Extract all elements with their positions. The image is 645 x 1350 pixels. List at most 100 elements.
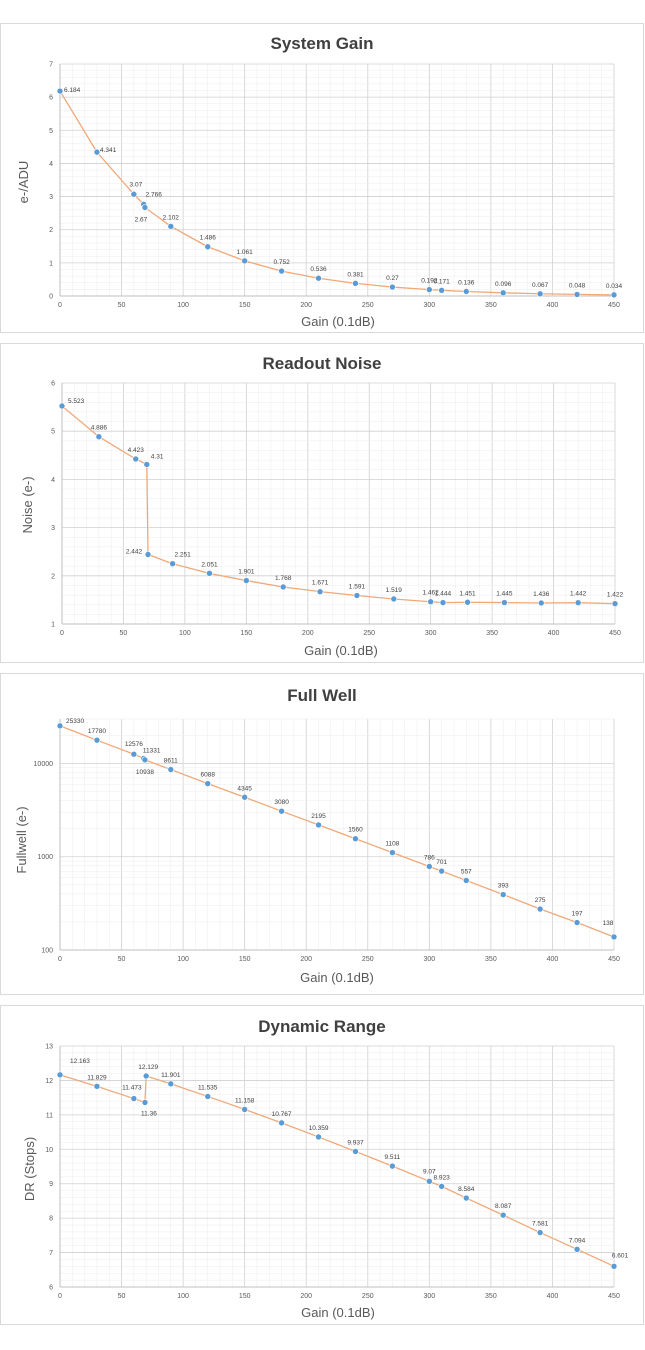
x-tick-label: 100 (179, 630, 191, 637)
data-point (536, 905, 544, 913)
x-tick-label: 50 (118, 956, 126, 963)
data-point (462, 1194, 470, 1202)
data-point (204, 780, 212, 787)
data-point (204, 1093, 212, 1100)
y-tick-label: 3 (51, 525, 55, 532)
x-tick-label: 400 (547, 302, 559, 309)
data-point (390, 595, 398, 603)
data-point (426, 1178, 433, 1185)
y-tick-label: 13 (45, 1044, 53, 1051)
data-point (141, 204, 149, 211)
data-point (573, 291, 581, 298)
chart-system-gain: System Gain Gain (0.1dB) e-/ADU 0 50 100 15… (16, 34, 623, 329)
data-label: 11331 (143, 747, 161, 754)
data-label: 10.767 (272, 1111, 292, 1118)
y-tick-label: 4 (51, 477, 55, 484)
data-label: 7.094 (569, 1237, 586, 1244)
data-label: 1.445 (496, 591, 513, 598)
data-point (315, 821, 322, 829)
plot-area (62, 383, 615, 624)
x-axis-label: Gain (0.1dB) (300, 970, 374, 985)
data-point (141, 1099, 149, 1106)
data-label: 6.601 (612, 1252, 629, 1259)
data-label: 8.584 (458, 1186, 475, 1193)
data-label: 8611 (164, 758, 178, 765)
data-label: 197 (572, 911, 583, 918)
plot-area (60, 719, 614, 950)
data-point (279, 583, 287, 591)
x-axis-label: Gain (0.1dB) (301, 1305, 375, 1320)
x-tick-label: 0 (58, 956, 62, 963)
y-tick-label: 6 (49, 1285, 53, 1292)
x-tick-label: 0 (58, 1293, 62, 1300)
data-point (610, 933, 618, 941)
chart-panel-system-gain: System Gain Gain (0.1dB) e-/ADU 0 50 100 15… (0, 23, 644, 333)
data-label: 2.251 (174, 552, 191, 559)
x-tick-label: 250 (363, 630, 375, 637)
y-axis-label: e-/ADU (16, 161, 31, 204)
y-tick-label: 1000 (37, 854, 53, 861)
data-point (464, 598, 471, 606)
data-label: 0.381 (347, 271, 364, 278)
y-tick-label: 0 (49, 294, 53, 301)
data-point (537, 599, 545, 607)
y-tick-label: 1 (51, 622, 55, 629)
chart-title: System Gain (271, 34, 374, 53)
x-tick-label: 150 (239, 956, 251, 963)
data-point (167, 1080, 175, 1088)
data-point (144, 551, 152, 558)
x-tick-label: 200 (300, 1293, 312, 1300)
y-tick-label: 2 (49, 227, 53, 234)
y-tick-label: 3 (49, 194, 53, 201)
data-point (389, 849, 396, 856)
data-label: 1.768 (275, 575, 292, 582)
data-point (206, 570, 213, 577)
plot-area (60, 1046, 614, 1287)
data-point (167, 766, 175, 773)
data-label: 1.422 (607, 592, 624, 599)
data-label: 9.511 (385, 1154, 401, 1161)
data-label: 3080 (274, 799, 289, 806)
data-point (130, 190, 138, 198)
data-point (389, 1162, 396, 1170)
chart-panel-readout-noise: Readout Noise Gain (0.1dB) Noise (e-) 0 5… (0, 343, 644, 663)
data-label: 1.436 (533, 591, 550, 598)
data-point (426, 863, 433, 870)
data-label: 1.901 (238, 569, 255, 576)
y-tick-label: 5 (51, 429, 55, 436)
chart-panel-dynamic-range: Dynamic Range Gain (0.1dB) DR (Stops) 0 5… (0, 1005, 644, 1325)
data-label: 0.034 (606, 283, 623, 290)
y-tick-label: 6 (51, 381, 55, 388)
y-axis-label: DR (Stops) (22, 1137, 37, 1201)
data-point (95, 433, 103, 440)
data-label: 1.519 (386, 587, 403, 594)
data-point (278, 267, 285, 275)
data-label: 17780 (88, 728, 106, 735)
data-point (438, 287, 445, 294)
data-label: 0.192 (421, 278, 438, 285)
data-point (56, 722, 64, 730)
data-label: 0.752 (273, 259, 290, 266)
data-label: 11.535 (198, 1084, 218, 1091)
x-tick-label: 350 (485, 302, 497, 309)
y-tick-label: 4 (49, 161, 53, 168)
y-tick-label: 10 (45, 1147, 53, 1154)
data-label: 7.581 (532, 1221, 549, 1228)
data-label: 0.536 (310, 266, 327, 273)
data-label: 786 (424, 854, 435, 861)
data-label: 11.829 (87, 1074, 107, 1081)
data-point (352, 280, 359, 287)
data-label: 4.423 (128, 447, 145, 454)
x-tick-label: 150 (239, 302, 251, 309)
data-point (438, 1183, 445, 1190)
y-tick-label: 12 (45, 1078, 53, 1085)
data-point (130, 1095, 138, 1102)
data-label: 10938 (136, 769, 154, 776)
data-label: 12576 (125, 741, 143, 748)
data-label: 1.591 (349, 584, 366, 591)
x-tick-label: 450 (608, 1293, 620, 1300)
x-tick-label: 400 (548, 630, 560, 637)
data-label: 1.462 (423, 590, 440, 597)
x-axis-label: Gain (0.1dB) (304, 643, 378, 658)
data-label: 6088 (200, 772, 215, 779)
